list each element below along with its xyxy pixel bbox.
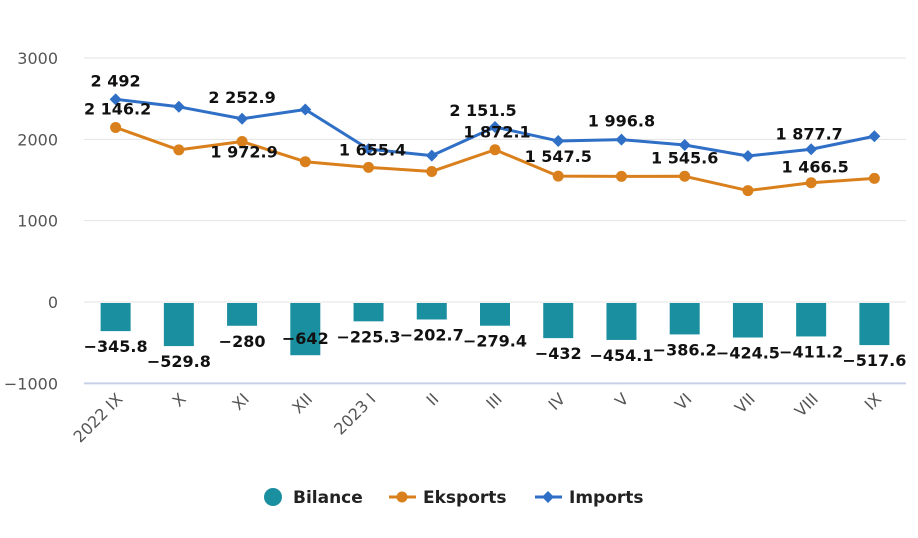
eksports-point [679, 170, 691, 182]
y-tick-label: −1000 [4, 374, 58, 393]
legend-eksports-symbol[interactable] [396, 491, 408, 503]
y-tick-label: 2000 [17, 130, 58, 149]
eksports-point [299, 156, 311, 168]
bilance-data-label: −202.7 [400, 325, 464, 344]
imports-data-label: 1 996.8 [588, 112, 655, 131]
eksports-point [426, 165, 438, 177]
x-tick-label: II [422, 389, 442, 409]
bar-bilance [353, 303, 384, 322]
bilance-data-label: −411.2 [779, 342, 843, 361]
imports-point [299, 103, 312, 116]
imports-point [678, 139, 691, 152]
x-tick-label: III [482, 389, 505, 412]
imports-data-label: 2 252.9 [208, 88, 275, 107]
imports-data-label: 2 151.5 [449, 101, 516, 120]
imports-point [425, 149, 438, 162]
x-tick-label: XI [228, 389, 253, 414]
eksports-data-label: 1 655.4 [339, 140, 406, 159]
eksports-point [236, 136, 248, 148]
x-tick-label: IV [545, 389, 570, 414]
eksports-point [173, 144, 185, 156]
bar-bilance [416, 303, 447, 320]
imports-point [552, 134, 565, 147]
y-tick-label: 1000 [17, 212, 58, 231]
x-tick-label: IX [861, 389, 886, 414]
legend[interactable]: Bilance Eksports Imports [264, 488, 644, 508]
bilance-data-label: −424.5 [716, 344, 780, 363]
imports-point [109, 93, 122, 106]
bar-bilance [859, 303, 890, 346]
eksports-point [805, 177, 817, 189]
legend-eksports-label[interactable]: Eksports [423, 488, 507, 508]
bar-bilance [163, 303, 194, 347]
bilance-data-label: −345.8 [84, 337, 148, 356]
imports-data-label: 1 877.7 [775, 124, 842, 143]
eksports-data-label: 1 547.5 [525, 147, 592, 166]
bar-bilance [100, 303, 131, 332]
x-axis: 2022 IX X XI XII 2023 I II III IV V VI VII VIII IX [70, 389, 886, 446]
bar-bilance [227, 303, 258, 326]
legend-imports-symbol[interactable] [542, 491, 554, 503]
bar-bilance [480, 303, 510, 326]
eksports-point [110, 121, 122, 133]
imports-point [172, 100, 185, 113]
eksports-point [552, 170, 564, 182]
bilance-data-label: −386.2 [653, 340, 717, 359]
y-tick-label: 3000 [17, 49, 58, 68]
imports-point [868, 130, 881, 143]
x-tick-label: 2023 I [330, 389, 379, 438]
legend-bilance-label[interactable]: Bilance [293, 488, 363, 508]
eksports-point [868, 172, 880, 184]
bilance-data-label: −454.1 [589, 346, 653, 365]
x-tick-label: V [611, 389, 632, 410]
bilance-data-label: −432 [535, 344, 582, 363]
imports-point [362, 143, 375, 156]
bilance-data-label: −642 [282, 329, 329, 348]
bar-bilance [669, 303, 700, 335]
lines [109, 93, 881, 197]
bar-bilance [732, 303, 763, 338]
eksports-data-label: 1 466.5 [781, 158, 848, 177]
bilance-data-label: −279.4 [463, 332, 527, 351]
y-axis: 3000 2000 1000 0 −1000 [4, 49, 58, 393]
bilance-data-label: −280 [219, 332, 266, 351]
x-tick-label: VII [731, 389, 759, 417]
imports-data-label: 2 492 [91, 71, 141, 90]
legend-imports-label[interactable]: Imports [569, 488, 644, 508]
imports-point [741, 150, 754, 163]
bilance-data-label: −225.3 [337, 327, 401, 346]
bilance-data-label: −517.6 [842, 351, 906, 370]
imports-point [615, 133, 628, 146]
bilance-data-label: −529.8 [147, 352, 211, 371]
eksports-data-label: 1 972.9 [210, 143, 277, 162]
x-tick-label: VI [671, 389, 696, 414]
bar-bilance [796, 303, 827, 337]
x-tick-label: 2022 IX [70, 389, 127, 446]
imports-point [489, 121, 501, 134]
y-tick-label: 0 [48, 293, 58, 312]
imports-point [236, 112, 249, 125]
x-tick-label: X [168, 389, 189, 410]
x-tick-label: VIII [791, 389, 822, 420]
eksports-data-label: 2 146.2 [84, 99, 151, 118]
data-labels: −345.8−529.8 −280 −642 −225.3 −202.7 −279.4 −4… [84, 71, 907, 371]
imports-point [805, 143, 818, 156]
eksports-point [363, 161, 375, 173]
bar-bilance [290, 303, 321, 356]
grid [84, 57, 906, 385]
eksports-point [742, 185, 754, 197]
eksports-point [615, 170, 627, 182]
bilance-bars [100, 303, 890, 356]
eksports-point [489, 144, 501, 156]
eksports-data-label: 1 545.6 [651, 148, 718, 167]
legend-bilance-symbol[interactable] [264, 488, 282, 506]
bar-bilance [543, 303, 574, 339]
x-tick-label: XII [288, 389, 316, 417]
eksports-data-label: 1 872.1 [463, 123, 530, 142]
bar-bilance [606, 303, 637, 340]
